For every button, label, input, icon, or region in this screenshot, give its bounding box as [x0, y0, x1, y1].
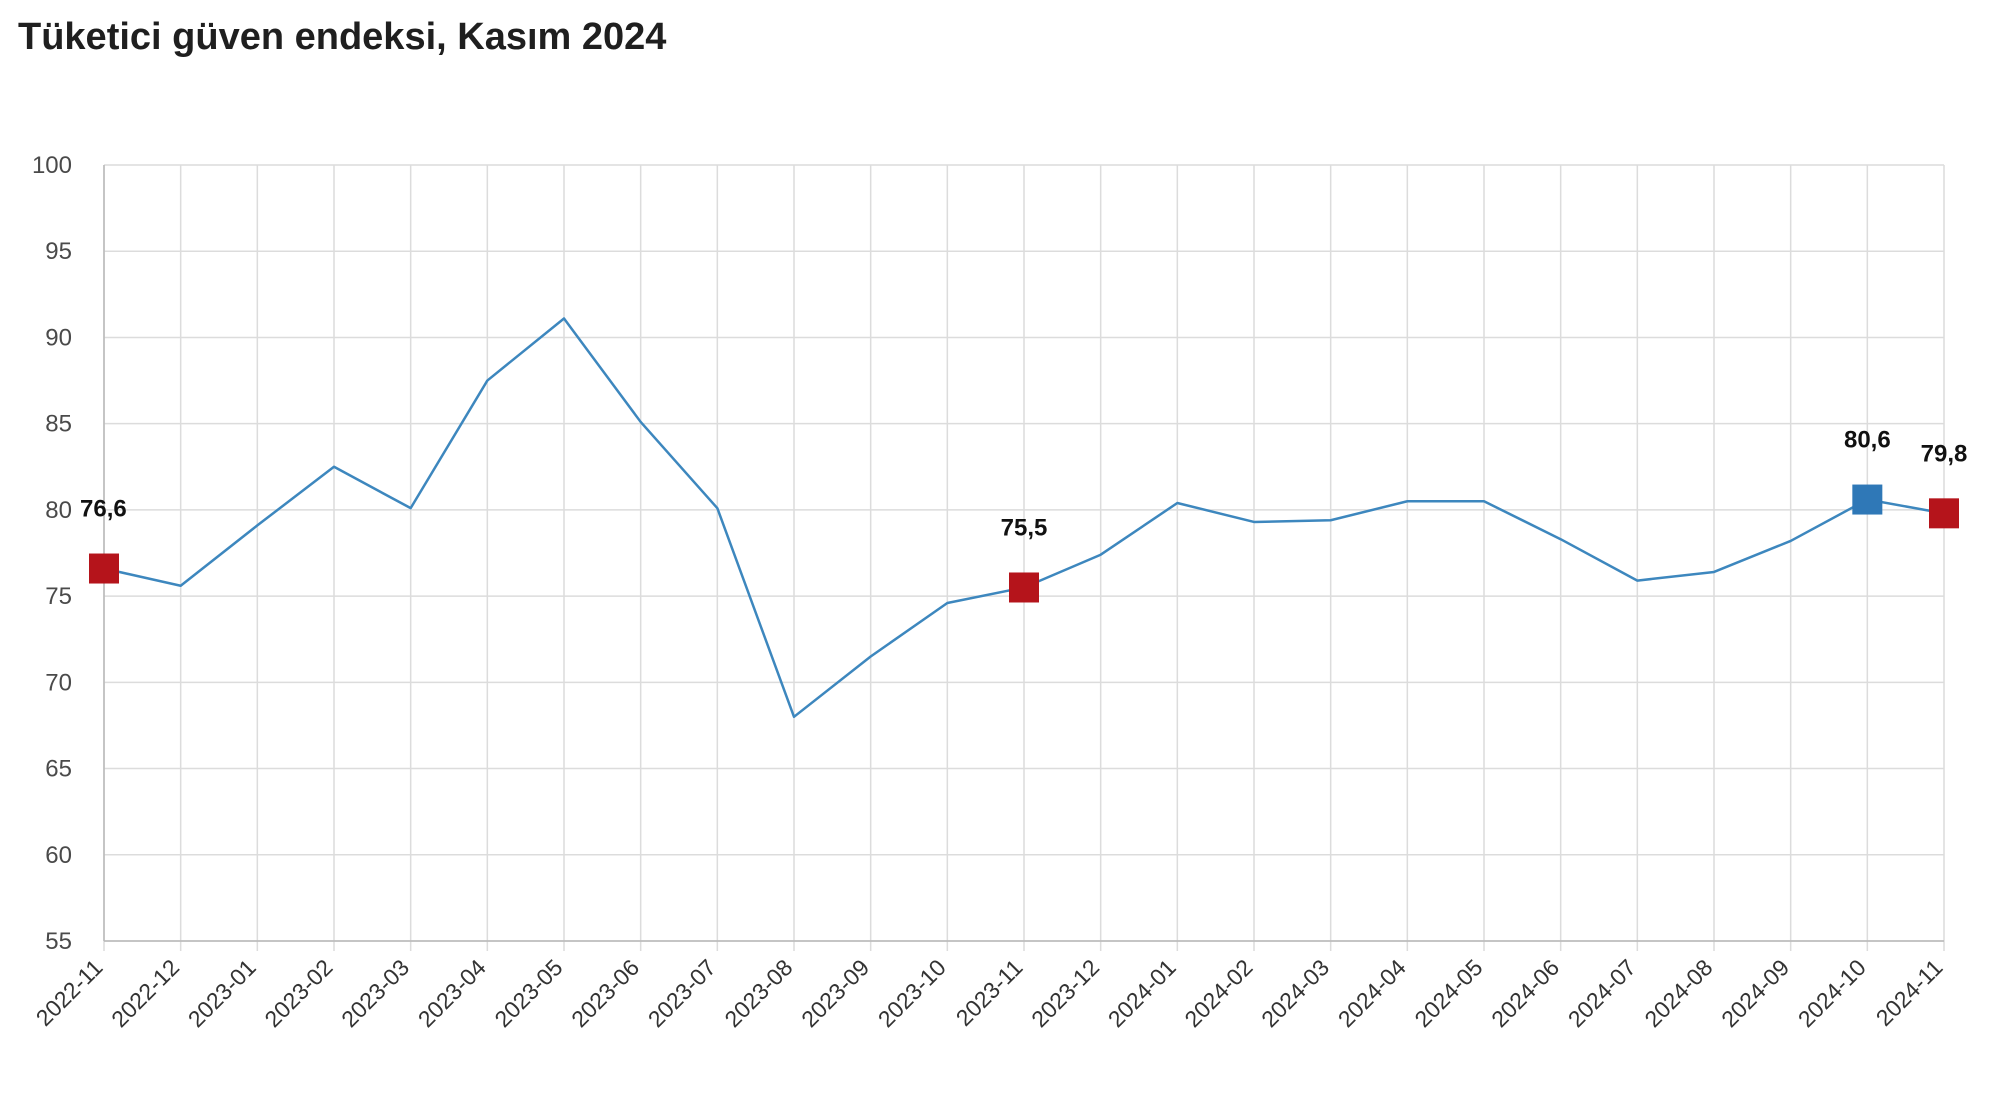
data-point: [1404, 498, 1410, 504]
x-tick-label: 2024-01: [1103, 954, 1181, 1032]
y-tick-label: 70: [45, 669, 72, 696]
x-tick-label: 2023-01: [183, 954, 261, 1032]
x-tick-label: 2022-12: [106, 954, 184, 1032]
data-labels: 76,6 75,5 80,6 79,8: [80, 427, 1967, 542]
x-tick-label: 2023-03: [336, 954, 414, 1032]
x-tick-label: 2023-02: [259, 954, 337, 1032]
highlight-marker: [89, 553, 119, 584]
data-point: [638, 419, 644, 425]
y-tick-label: 90: [45, 324, 72, 351]
data-point: [1174, 500, 1180, 506]
x-tick-label: 2024-02: [1179, 954, 1257, 1032]
data-point: [1251, 519, 1257, 525]
x-tick-label: 2023-08: [719, 954, 797, 1032]
highlight-marker: [1852, 484, 1883, 515]
data-label: 75,5: [1001, 514, 1048, 541]
y-tick-label: 55: [45, 928, 72, 955]
chart-title: Tüketici güven endeksi, Kasım 2024: [18, 16, 667, 58]
data-point: [791, 714, 797, 720]
y-tick-label: 95: [45, 238, 72, 265]
data-label: 80,6: [1844, 427, 1891, 454]
x-tick-label: 2022-11: [31, 954, 108, 1031]
x-tick-label: 2023-11: [951, 954, 1028, 1031]
data-point: [1328, 517, 1334, 523]
data-point: [484, 378, 490, 384]
x-tick-label: 2024-06: [1486, 954, 1564, 1032]
y-tick-label: 100: [32, 152, 72, 179]
y-tick-label: 60: [45, 842, 72, 869]
data-point: [1098, 552, 1104, 558]
highlight-marker: [1009, 572, 1039, 603]
data-point: [178, 583, 184, 589]
x-tick-label: 2024-09: [1716, 954, 1794, 1032]
data-point: [1481, 498, 1487, 504]
data-point: [254, 522, 260, 528]
highlight-marker: [1929, 498, 1959, 529]
x-tick-label: 2024-11: [1871, 954, 1948, 1031]
x-tick-label: 2023-10: [873, 954, 951, 1032]
x-tick-label: 2023-06: [566, 954, 644, 1032]
x-tick-label: 2023-05: [489, 954, 567, 1032]
grid-layer: [103, 164, 1945, 951]
y-tick-label: 75: [45, 583, 72, 610]
x-tick-label: 2024-10: [1793, 954, 1871, 1032]
y-axis-ticks: 55 60 65 70 75 80 85 90 95 100: [32, 152, 72, 955]
y-tick-label: 85: [45, 411, 72, 438]
data-label: 79,8: [1921, 440, 1968, 467]
x-tick-label: 2023-12: [1026, 954, 1104, 1032]
data-point: [1788, 538, 1794, 544]
data-point: [1634, 578, 1640, 584]
x-axis-ticks: 2022-112022-122023-012023-022023-032023-…: [31, 954, 1948, 1032]
data-point: [561, 315, 567, 321]
x-tick-label: 2023-07: [643, 954, 721, 1032]
data-point: [331, 464, 337, 470]
data-point: [1711, 569, 1717, 575]
x-tick-label: 2024-03: [1256, 954, 1334, 1032]
x-tick-label: 2023-04: [413, 954, 491, 1032]
x-tick-label: 2024-05: [1409, 954, 1487, 1032]
data-point: [1558, 536, 1564, 542]
x-tick-label: 2024-08: [1639, 954, 1717, 1032]
x-tick-label: 2024-04: [1333, 954, 1411, 1032]
highlight-markers: [89, 484, 1959, 603]
y-tick-label: 80: [45, 497, 72, 524]
data-point: [868, 653, 874, 659]
data-point: [944, 600, 950, 606]
data-label: 76,6: [80, 496, 127, 523]
y-tick-label: 65: [45, 756, 72, 783]
x-tick-label: 2024-07: [1563, 954, 1641, 1032]
data-point: [408, 505, 414, 511]
data-point: [714, 505, 720, 511]
x-tick-label: 2023-09: [796, 954, 874, 1032]
